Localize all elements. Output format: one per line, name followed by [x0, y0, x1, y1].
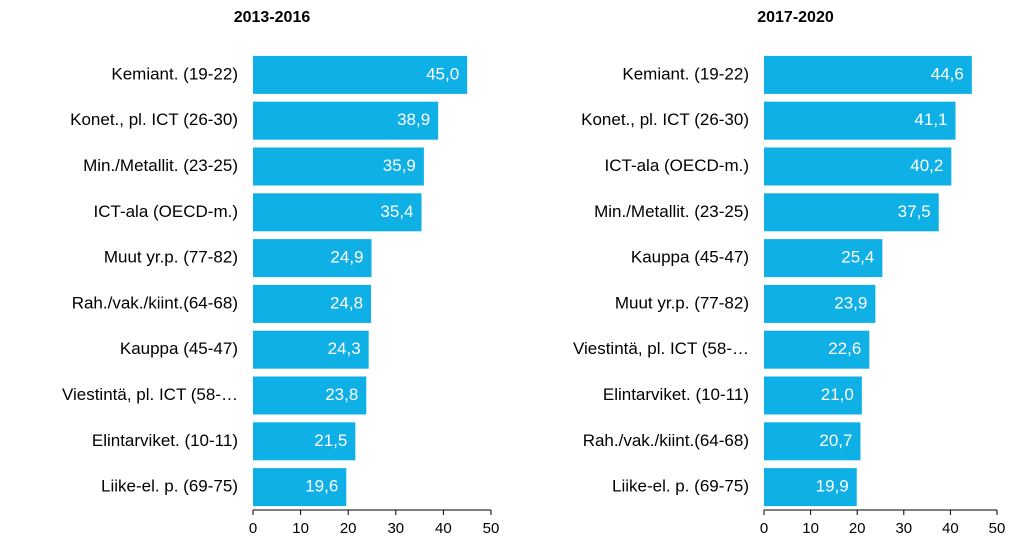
value-label: 19,9 — [816, 477, 849, 496]
category-label: Liike-el. p. (69-75) — [612, 477, 749, 496]
value-label: 45,0 — [426, 64, 459, 83]
bar — [253, 239, 372, 278]
category-label: Muut yr.p. (77-82) — [615, 293, 749, 312]
x-tick-label: 10 — [802, 520, 819, 537]
bar — [253, 330, 369, 369]
category-label: Kauppa (45-47) — [120, 339, 238, 358]
category-label: Min./Metallit. (23-25) — [83, 156, 238, 175]
bar — [253, 147, 424, 186]
bar — [764, 147, 952, 186]
bar — [764, 55, 972, 94]
bar — [253, 193, 422, 232]
bar — [764, 468, 857, 507]
category-label: Kemiant. (19-22) — [622, 64, 749, 83]
value-label: 22,6 — [828, 339, 861, 358]
category-label: Rah./vak./kiint.(64-68) — [72, 293, 238, 312]
value-label: 37,5 — [898, 202, 931, 221]
value-label: 40,2 — [910, 156, 943, 175]
category-label: Viestintä, pl. ICT (58-… — [62, 385, 238, 404]
bar — [764, 101, 956, 140]
bar — [764, 330, 870, 369]
x-tick-label: 30 — [387, 520, 404, 537]
chart-title: 2017-2020 — [757, 9, 834, 26]
value-label: 20,7 — [819, 431, 852, 450]
category-label: Viestintä, pl. ICT (58-… — [573, 339, 749, 358]
bar — [764, 193, 939, 232]
value-label: 35,4 — [380, 202, 413, 221]
value-label: 35,9 — [383, 156, 416, 175]
x-tick-label: 40 — [942, 520, 959, 537]
value-label: 23,8 — [325, 385, 358, 404]
chart-title: 2013-2016 — [234, 9, 311, 26]
bar — [764, 239, 883, 278]
bar — [764, 422, 861, 461]
bar — [253, 55, 468, 94]
value-label: 41,1 — [914, 110, 947, 129]
x-tick-label: 50 — [483, 520, 500, 537]
category-label: ICT-ala (OECD-m.) — [605, 156, 750, 175]
category-label: Konet., pl. ICT (26-30) — [70, 110, 238, 129]
value-label: 44,6 — [931, 64, 964, 83]
category-label: Rah./vak./kiint.(64-68) — [583, 431, 749, 450]
value-label: 38,9 — [397, 110, 430, 129]
value-label: 24,3 — [328, 339, 361, 358]
bar — [253, 468, 347, 507]
value-label: 21,5 — [314, 431, 347, 450]
value-label: 24,8 — [330, 293, 363, 312]
value-label: 23,9 — [834, 293, 867, 312]
x-tick-label: 10 — [292, 520, 309, 537]
bar — [253, 101, 439, 140]
category-label: ICT-ala (OECD-m.) — [94, 202, 239, 221]
category-label: Muut yr.p. (77-82) — [104, 248, 238, 267]
value-label: 24,9 — [330, 248, 363, 267]
category-label: Min./Metallit. (23-25) — [594, 202, 749, 221]
category-label: Kauppa (45-47) — [631, 248, 749, 267]
value-label: 25,4 — [841, 248, 874, 267]
category-label: Konet., pl. ICT (26-30) — [581, 110, 749, 129]
x-tick-label: 20 — [340, 520, 357, 537]
bar — [764, 284, 876, 323]
x-tick-label: 50 — [989, 520, 1006, 537]
value-label: 19,6 — [305, 477, 338, 496]
bar — [253, 284, 372, 323]
x-tick-label: 0 — [760, 520, 768, 537]
category-label: Liike-el. p. (69-75) — [101, 477, 238, 496]
category-label: Elintarviket. (10-11) — [603, 385, 749, 404]
bar — [764, 376, 862, 415]
category-label: Kemiant. (19-22) — [111, 64, 238, 83]
x-tick-label: 40 — [435, 520, 452, 537]
x-tick-label: 20 — [849, 520, 866, 537]
x-tick-label: 30 — [895, 520, 912, 537]
category-label: Elintarviket. (10-11) — [92, 431, 238, 450]
bar — [253, 422, 356, 461]
bar — [253, 376, 367, 415]
x-tick-label: 0 — [249, 520, 257, 537]
value-label: 21,0 — [821, 385, 854, 404]
